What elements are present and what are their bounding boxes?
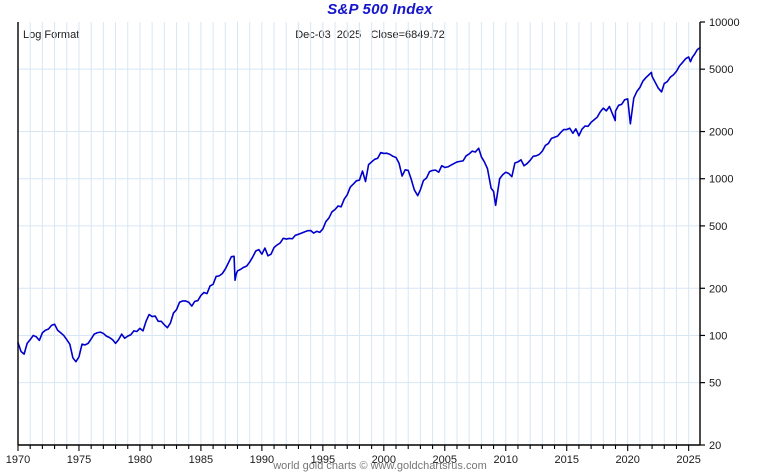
svg-text:2020: 2020 (615, 454, 639, 466)
svg-text:2000: 2000 (372, 454, 396, 466)
svg-text:2005: 2005 (433, 454, 457, 466)
svg-text:2000: 2000 (709, 127, 733, 139)
axis-tick-labels: 20 50 100 200 500 1000 2000 5000 10000 1970 1975 19… (6, 17, 740, 466)
svg-text:2015: 2015 (554, 454, 578, 466)
svg-text:500: 500 (709, 221, 727, 233)
svg-text:2025: 2025 (676, 454, 700, 466)
log-format-label: Log Format (23, 29, 80, 41)
svg-text:50: 50 (709, 378, 721, 390)
chart-subtitle-close-info: Dec-03 2025 Close=6849.72 (295, 29, 445, 41)
svg-text:100: 100 (709, 330, 727, 342)
svg-text:1970: 1970 (6, 454, 30, 466)
svg-text:1980: 1980 (128, 454, 152, 466)
axis-frame (17, 21, 705, 451)
svg-text:2010: 2010 (494, 454, 518, 466)
svg-text:1995: 1995 (311, 454, 335, 466)
series-line-sp500 (17, 46, 701, 363)
page-title: S&P 500 Index (327, 1, 433, 18)
svg-text:1990: 1990 (250, 454, 274, 466)
svg-text:10000: 10000 (709, 17, 740, 29)
chart-footer-attribution: world gold charts © www.goldchartsrus.co… (273, 460, 487, 472)
grid-lines (18, 22, 700, 445)
svg-text:5000: 5000 (709, 64, 733, 76)
svg-text:1975: 1975 (67, 454, 91, 466)
svg-text:20: 20 (709, 440, 721, 452)
svg-text:1000: 1000 (709, 174, 733, 186)
svg-text:1985: 1985 (189, 454, 213, 466)
svg-text:200: 200 (709, 283, 727, 295)
